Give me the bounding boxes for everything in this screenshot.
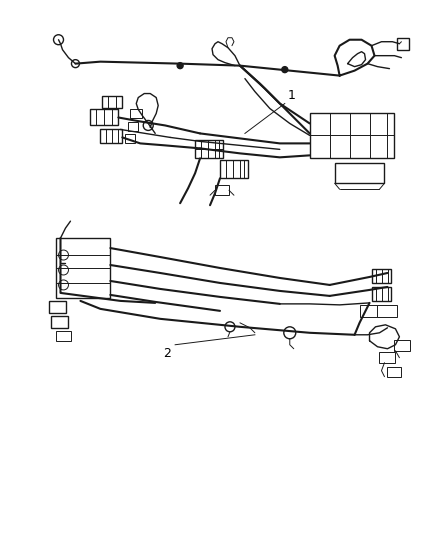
Bar: [378, 352, 395, 362]
Circle shape: [53, 35, 64, 45]
Bar: [55, 331, 71, 341]
Bar: [396, 38, 409, 50]
Circle shape: [143, 120, 153, 131]
Circle shape: [58, 250, 68, 260]
Bar: [125, 134, 135, 143]
Bar: [377, 305, 396, 317]
Circle shape: [224, 322, 234, 332]
Bar: [394, 340, 410, 351]
Circle shape: [58, 280, 68, 290]
Text: 1: 1: [287, 88, 295, 101]
Bar: [359, 305, 378, 317]
Circle shape: [283, 327, 295, 339]
Bar: [130, 109, 142, 118]
Bar: [55, 238, 110, 298]
Bar: [371, 269, 391, 283]
Bar: [387, 367, 400, 377]
Bar: [49, 301, 66, 313]
Bar: [215, 185, 229, 195]
Circle shape: [177, 63, 183, 69]
Circle shape: [281, 67, 287, 72]
Bar: [194, 140, 223, 158]
Bar: [128, 123, 138, 132]
Bar: [334, 163, 384, 183]
Circle shape: [71, 60, 79, 68]
Bar: [100, 130, 122, 143]
Bar: [371, 287, 391, 301]
Text: 2: 2: [163, 347, 171, 360]
Bar: [90, 109, 118, 125]
Bar: [50, 316, 68, 328]
Circle shape: [58, 265, 68, 275]
Bar: [102, 95, 122, 108]
Bar: [219, 160, 247, 178]
Bar: [309, 114, 394, 158]
